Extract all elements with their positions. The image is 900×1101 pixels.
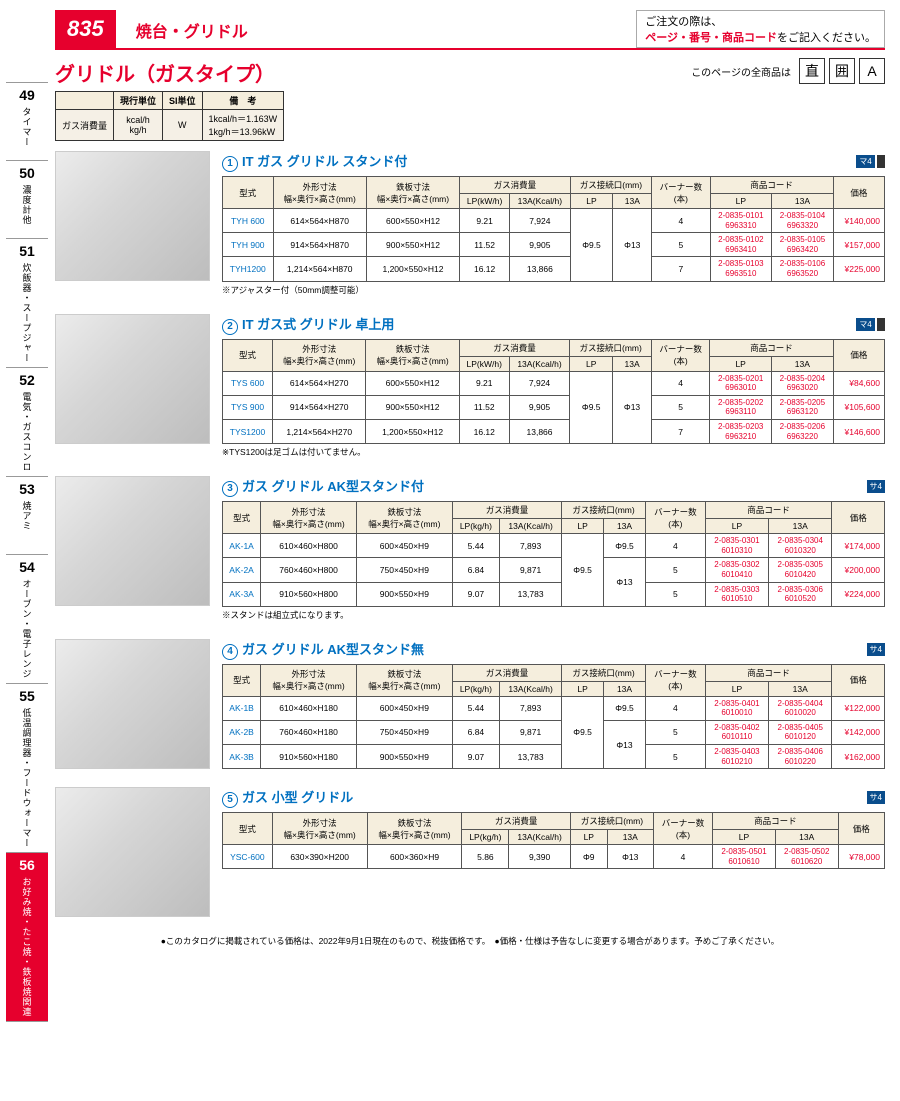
sidebar-item[interactable]: 52電気・ガスコンロ [6, 367, 48, 476]
section-title: 3ガス グリドル AK型スタンド付 [222, 476, 424, 497]
section-note: ※TYS1200は足ゴムは付いてません。 [222, 446, 885, 458]
section-title: 2IT ガス式 グリドル 卓上用 [222, 314, 394, 335]
section-note: ※アジャスター付（50mm調整可能） [222, 284, 885, 296]
model-cell: AK-3A [223, 582, 261, 606]
price-cell: ¥200,000 [832, 558, 885, 582]
breadcrumb: 焼台・グリドル [116, 10, 268, 48]
order-note: ご注文の際は、 ページ・番号・商品コードをご記入ください。 [636, 10, 885, 48]
sidebar-item[interactable]: 49タイマー [6, 82, 48, 160]
section-tags: サ4 [867, 791, 885, 804]
table-row: AK-1A610×460×H800600×450×H95.447,893Φ9.5… [223, 534, 885, 558]
model-cell: AK-2B [223, 720, 261, 744]
price-cell: ¥105,600 [833, 395, 884, 419]
price-cell: ¥146,600 [833, 419, 884, 443]
section-note: ※スタンドは組立式になります。 [222, 609, 885, 621]
unit-conversion-table: 現行単位 SI単位 備 考 ガス消費量 kcal/hkg/h W 1kcal/h… [55, 91, 885, 141]
spec-table: 型式外形寸法幅×奥行×高さ(mm)鉄板寸法幅×奥行×高さ(mm)ガス消費量ガス接… [222, 664, 885, 770]
product-image [55, 639, 210, 769]
table-row: AK-2A760×460×H800750×450×H96.849,871Φ135… [223, 558, 885, 582]
product-image [55, 787, 210, 917]
model-cell: TYH 900 [223, 233, 274, 257]
section-title: 5ガス 小型 グリドル [222, 787, 353, 808]
product-image [55, 476, 210, 606]
sidebar-item[interactable]: 54オーブン・電子レンジ [6, 554, 48, 683]
page-subtitle: グリドル（ガスタイプ） [55, 58, 275, 87]
table-row: TYS12001,214×564×H2701,200×550×H1216.121… [223, 419, 885, 443]
price-cell: ¥122,000 [832, 696, 885, 720]
section-title: 1IT ガス グリドル スタンド付 [222, 151, 407, 172]
section-tags: マ4 [856, 155, 885, 168]
section-tags: サ4 [867, 480, 885, 493]
spec-table: 型式外形寸法幅×奥行×高さ(mm)鉄板寸法幅×奥行×高さ(mm)ガス消費量ガス接… [222, 176, 885, 282]
table-row: TYH 900914×564×H870900×550×H1211.529,905… [223, 233, 885, 257]
product-image [55, 314, 210, 444]
sidebar-item[interactable]: 53焼アミ [6, 476, 48, 554]
page-badges: このページの全商品は 直 囲 A [691, 58, 885, 84]
badge-direct-icon: 直 [799, 58, 825, 84]
table-row: TYH 600614×564×H870600×550×H129.217,924Φ… [223, 209, 885, 233]
sidebar-item[interactable]: 51炊飯器・スープジャー [6, 238, 48, 367]
product-section: 4ガス グリドル AK型スタンド無 サ4 型式外形寸法幅×奥行×高さ(mm)鉄板寸法… [55, 639, 885, 770]
model-cell: AK-1B [223, 696, 261, 720]
price-cell: ¥157,000 [833, 233, 884, 257]
product-section: 3ガス グリドル AK型スタンド付 サ4 型式外形寸法幅×奥行×高さ(mm)鉄板寸法… [55, 476, 885, 621]
model-cell: AK-3B [223, 745, 261, 769]
category-sidebar: 49タイマー50濃度計他51炊飯器・スープジャー52電気・ガスコンロ53焼アミ5… [6, 82, 48, 1022]
price-cell: ¥142,000 [832, 720, 885, 744]
table-row: AK-3B910×560×H180900×550×H99.0713,78352-… [223, 745, 885, 769]
sidebar-item[interactable]: 50濃度計他 [6, 160, 48, 238]
price-cell: ¥78,000 [838, 845, 884, 869]
section-tags: サ4 [867, 643, 885, 656]
product-image [55, 151, 210, 281]
model-cell: TYS1200 [223, 419, 273, 443]
price-cell: ¥140,000 [833, 209, 884, 233]
footer-note: ●このカタログに掲載されている価格は、2022年9月1日現在のもので、税抜価格で… [55, 935, 885, 947]
spec-table: 型式外形寸法幅×奥行×高さ(mm)鉄板寸法幅×奥行×高さ(mm)ガス消費量ガス接… [222, 501, 885, 607]
product-section: 2IT ガス式 グリドル 卓上用 マ4 型式外形寸法幅×奥行×高さ(mm)鉄板寸法… [55, 314, 885, 459]
table-row: TYS 900914×564×H270900×550×H1211.529,905… [223, 395, 885, 419]
table-row: TYH12001,214×564×H8701,200×550×H1216.121… [223, 257, 885, 281]
table-row: AK-2B760×460×H180750×450×H96.849,871Φ135… [223, 720, 885, 744]
price-cell: ¥84,600 [833, 371, 884, 395]
page-number: 835 [55, 10, 116, 48]
section-title: 4ガス グリドル AK型スタンド無 [222, 639, 424, 660]
product-section: 1IT ガス グリドル スタンド付 マ4 型式外形寸法幅×奥行×高さ(mm)鉄板寸… [55, 151, 885, 296]
price-cell: ¥225,000 [833, 257, 884, 281]
table-row: AK-1B610×460×H180600×450×H95.447,893Φ9.5… [223, 696, 885, 720]
price-cell: ¥162,000 [832, 745, 885, 769]
badge-truck-icon: A [859, 58, 885, 84]
product-section: 5ガス 小型 グリドル サ4 型式外形寸法幅×奥行×高さ(mm)鉄板寸法幅×奥行×高… [55, 787, 885, 917]
sidebar-item[interactable]: 56お好み焼・たこ焼・鉄板焼関連 [6, 852, 48, 1022]
spec-table: 型式外形寸法幅×奥行×高さ(mm)鉄板寸法幅×奥行×高さ(mm)ガス消費量ガス接… [222, 339, 885, 445]
model-cell: TYH 600 [223, 209, 274, 233]
model-cell: TYH1200 [223, 257, 274, 281]
price-cell: ¥174,000 [832, 534, 885, 558]
model-cell: AK-1A [223, 534, 261, 558]
spec-table: 型式外形寸法幅×奥行×高さ(mm)鉄板寸法幅×奥行×高さ(mm)ガス消費量ガス接… [222, 812, 885, 869]
table-row: AK-3A910×560×H800900×550×H99.0713,78352-… [223, 582, 885, 606]
model-cell: YSC-600 [223, 845, 273, 869]
section-tags: マ4 [856, 318, 885, 331]
sidebar-item[interactable]: 55低温調理器・フードウォーマー [6, 683, 48, 852]
table-row: TYS 600614×564×H270600×550×H129.217,924Φ… [223, 371, 885, 395]
top-bar: 835 焼台・グリドル ご注文の際は、 ページ・番号・商品コードをご記入ください… [55, 10, 885, 50]
model-cell: TYS 600 [223, 371, 273, 395]
price-cell: ¥224,000 [832, 582, 885, 606]
table-row: YSC-600630×390×H200600×360×H95.869,390Φ9… [223, 845, 885, 869]
badge-calc-icon: 囲 [829, 58, 855, 84]
model-cell: TYS 900 [223, 395, 273, 419]
model-cell: AK-2A [223, 558, 261, 582]
